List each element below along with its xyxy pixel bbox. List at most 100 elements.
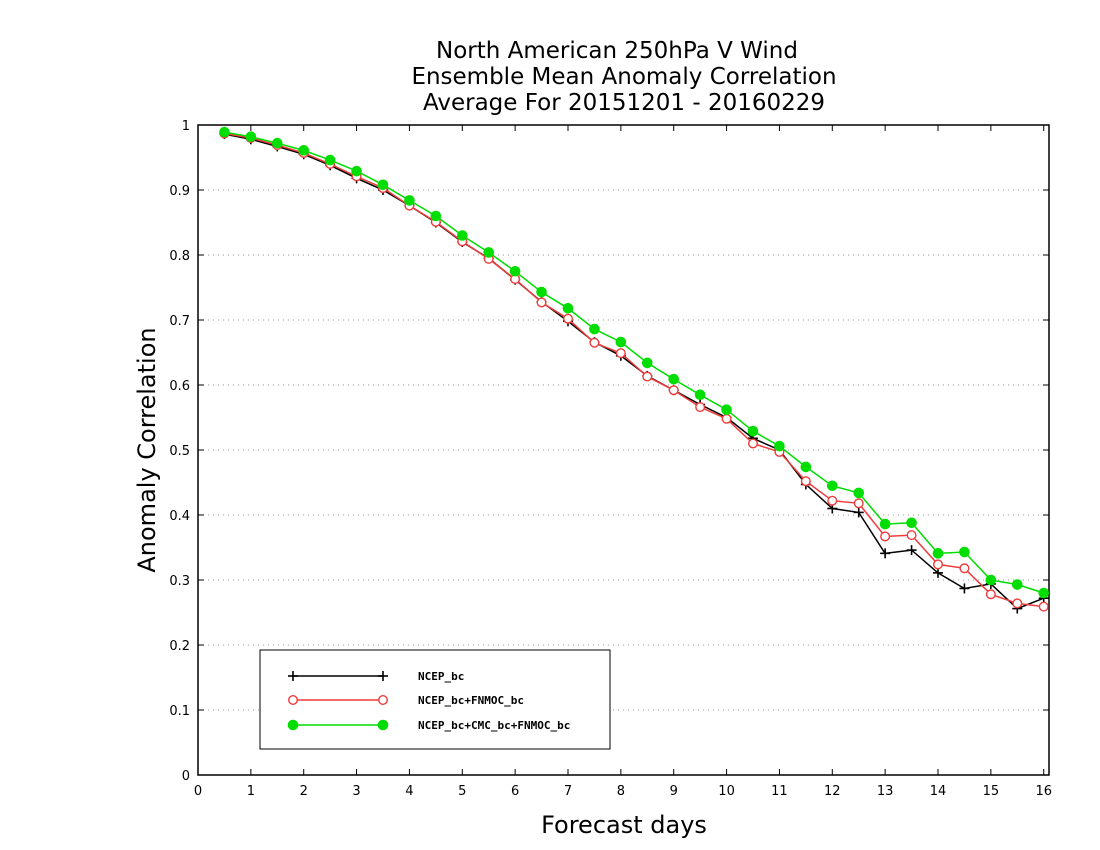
data-point <box>615 348 626 359</box>
data-point <box>430 210 442 222</box>
data-point <box>562 303 574 314</box>
data-point <box>298 145 310 156</box>
data-point <box>985 574 997 586</box>
y-tick-label: 0.4 <box>169 509 190 524</box>
data-point <box>906 545 917 556</box>
y-tick-label: 0.3 <box>169 574 190 589</box>
x-tick-label: 7 <box>564 784 572 799</box>
data-point <box>959 583 970 594</box>
data-point <box>1012 598 1023 609</box>
x-tick-label: 2 <box>300 784 308 799</box>
y-tick-label: 0.6 <box>169 379 190 394</box>
title-line-1: North American 250hPa V Wind <box>436 38 798 64</box>
legend-entry: NCEP_bc+CMC_bc+FNMOC_bc <box>287 719 570 732</box>
x-tick-label: 9 <box>670 784 678 799</box>
data-point <box>932 548 944 559</box>
data-point <box>589 323 600 335</box>
data-point <box>642 371 653 382</box>
data-point <box>933 567 943 578</box>
data-point <box>879 518 891 530</box>
x-axis-label: Forecast days <box>541 811 707 839</box>
data-point <box>959 563 970 574</box>
data-point <box>377 179 389 191</box>
data-point <box>906 517 917 529</box>
data-point <box>324 154 336 166</box>
y-axis-label: Anomaly Correlation <box>133 327 161 572</box>
x-tick-label: 15 <box>983 784 1000 799</box>
data-point <box>271 137 283 149</box>
data-point <box>245 131 257 142</box>
x-tick-label: 3 <box>352 784 360 799</box>
legend-marker <box>378 695 389 706</box>
data-point <box>483 247 495 258</box>
data-series <box>219 126 1050 614</box>
data-point <box>906 530 917 541</box>
legend-box <box>259 649 611 750</box>
x-axis: 0 1 2 3 4 5 6 7 8 9 10 11 12 13 14 15 16 <box>194 125 1052 799</box>
chart-title: North American 250hPa V Wind Ensemble Me… <box>411 38 836 116</box>
data-point <box>641 357 653 369</box>
data-point <box>826 480 838 492</box>
grid-lines <box>198 189 1049 711</box>
x-tick-label: 4 <box>405 784 413 799</box>
data-point <box>721 413 732 424</box>
data-point <box>536 286 547 298</box>
legend-label: NCEP_bc+FNMOC_bc <box>418 694 524 707</box>
x-tick-label: 11 <box>771 784 788 799</box>
x-tick-label: 16 <box>1035 784 1052 799</box>
data-point <box>456 230 468 241</box>
data-point <box>694 389 706 401</box>
x-tick-label: 8 <box>617 784 625 799</box>
x-tick-label: 6 <box>511 784 519 799</box>
data-point <box>536 297 547 308</box>
data-point <box>827 495 838 506</box>
legend-marker <box>288 695 299 706</box>
series-1 <box>219 128 1049 612</box>
data-point <box>589 337 600 348</box>
data-point <box>563 313 574 324</box>
data-point <box>615 336 627 348</box>
series-line <box>224 131 1044 594</box>
legend-label: NCEP_bc+CMC_bc+FNMOC_bc <box>418 719 570 732</box>
x-tick-label: 0 <box>194 784 202 799</box>
data-point <box>800 476 811 487</box>
legend-label: NCEP_bc <box>418 670 464 683</box>
y-tick-label: 0.2 <box>169 639 190 654</box>
series-line <box>224 133 1044 610</box>
data-point <box>880 548 891 559</box>
data-point <box>774 440 785 452</box>
legend-marker <box>287 719 299 731</box>
x-tick-label: 1 <box>247 784 255 799</box>
data-point <box>668 385 679 396</box>
y-tick-label: 0.5 <box>169 444 190 459</box>
data-point <box>747 425 759 437</box>
y-tick-label: 0.1 <box>169 704 190 719</box>
x-tick-label: 5 <box>458 784 466 799</box>
data-point <box>959 546 970 558</box>
y-tick-label: 0.8 <box>169 249 190 264</box>
data-point <box>853 507 864 518</box>
y-axis: 0 0.1 0.2 0.3 0.4 0.5 0.6 0.7 0.8 0.9 1 <box>169 119 1049 784</box>
series-0 <box>219 129 1049 614</box>
data-point <box>1038 601 1049 612</box>
legend-entry: NCEP_bc <box>288 670 464 683</box>
series-2 <box>219 126 1050 599</box>
data-point <box>721 404 732 416</box>
data-point <box>853 487 865 499</box>
data-point <box>853 498 864 509</box>
data-point <box>351 165 362 177</box>
y-tick-label: 0.9 <box>169 184 190 199</box>
y-tick-label: 0.7 <box>169 314 190 329</box>
title-line-3: Average For 20151201 - 20160229 <box>423 90 825 116</box>
data-point <box>668 373 680 385</box>
y-tick-label: 1 <box>182 119 190 134</box>
x-tick-label: 13 <box>877 784 894 799</box>
data-point <box>800 461 812 473</box>
x-tick-label: 10 <box>718 784 735 799</box>
data-point <box>1011 579 1023 590</box>
data-point <box>933 559 944 570</box>
series-line <box>224 132 1044 608</box>
data-point <box>1038 587 1050 599</box>
data-point <box>985 589 996 600</box>
